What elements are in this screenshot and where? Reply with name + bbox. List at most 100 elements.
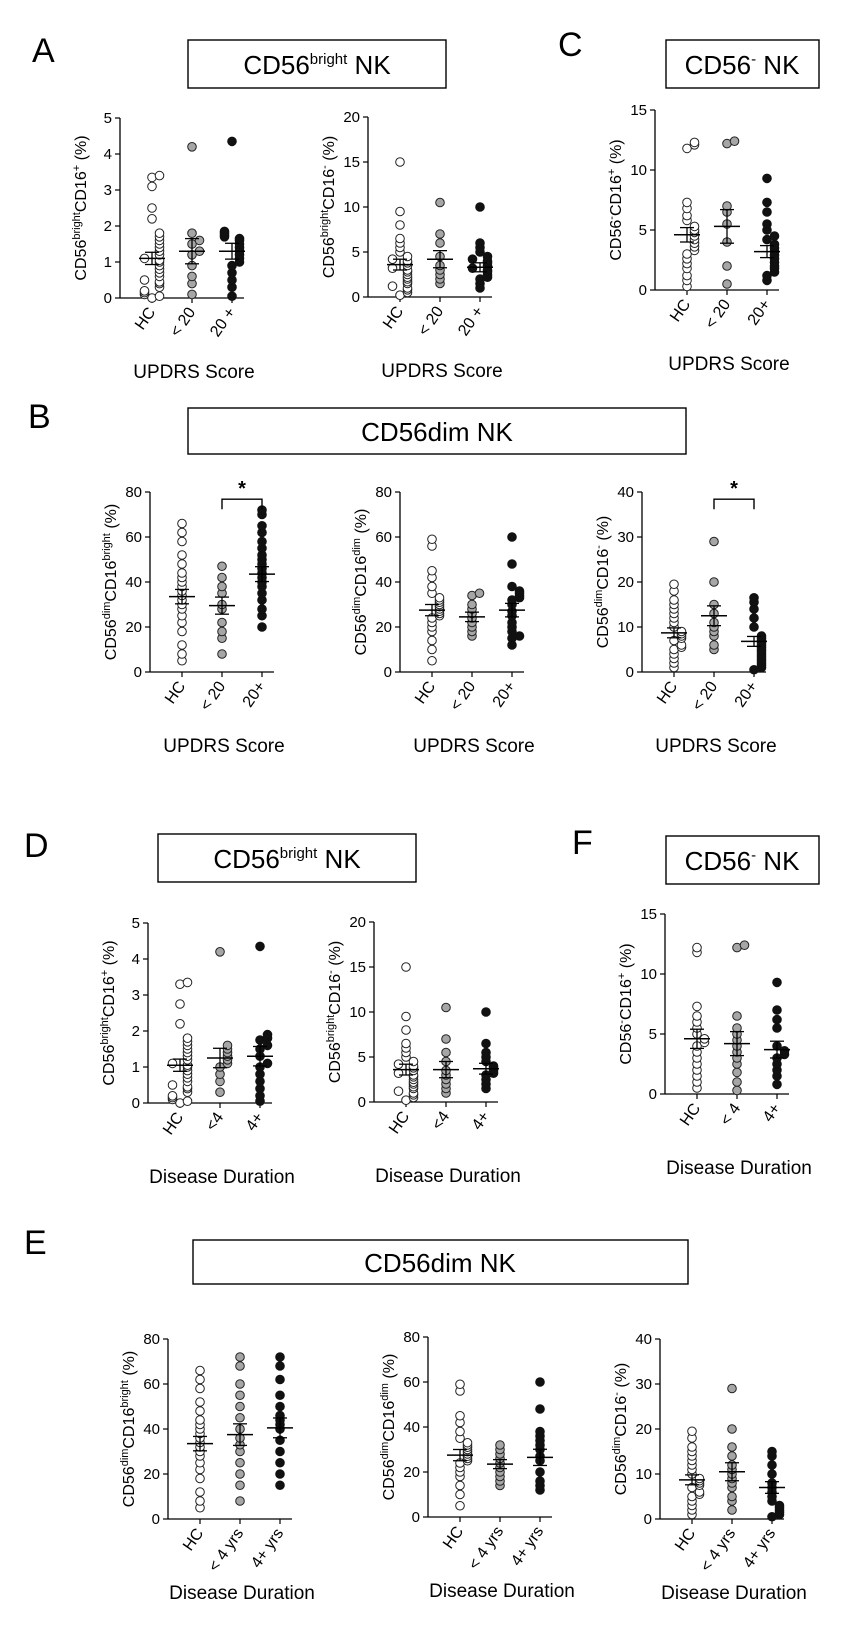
- data-point: [694, 1473, 705, 1484]
- svg-text:CD56- NK: CD56- NK: [685, 50, 800, 80]
- data-point: [195, 1487, 205, 1497]
- y-tick-label: 3: [104, 182, 112, 199]
- data-point: [167, 1080, 178, 1090]
- data-point: [275, 1361, 285, 1371]
- data-point: [195, 1365, 205, 1376]
- data-point: [401, 1011, 411, 1022]
- data-point: [441, 1034, 451, 1044]
- x-category-label: < 4 yrs: [206, 1526, 248, 1575]
- data-point: [669, 595, 679, 605]
- x-category-label: 4+ yrs: [508, 1524, 547, 1570]
- data-point: [235, 1352, 245, 1362]
- data-point: [217, 626, 227, 637]
- data-point: [235, 1401, 245, 1412]
- y-axis-title-part: CD56: [103, 619, 120, 660]
- data-point: [177, 518, 187, 529]
- y-tick-label: 80: [125, 484, 142, 501]
- title-a-sup: bright: [310, 51, 348, 68]
- data-point: [772, 1005, 782, 1015]
- data-point: [235, 1390, 245, 1401]
- data-point: [709, 536, 719, 547]
- data-point: [401, 1038, 411, 1049]
- panel-letter-d: D: [24, 827, 49, 865]
- y-axis-title-sup: +: [99, 970, 111, 976]
- y-tick-label: 0: [644, 1511, 652, 1528]
- y-axis-title-sup: bright: [119, 1380, 131, 1408]
- x-category-label: HC: [654, 679, 681, 708]
- data-point: [772, 1023, 782, 1033]
- x-category-label: 4+ yrs: [740, 1526, 779, 1572]
- data-point: [187, 289, 197, 300]
- x-category-label: 20+: [490, 679, 519, 711]
- y-tick-label: 0: [134, 664, 142, 681]
- data-point: [455, 1480, 465, 1491]
- title-c-sup: -: [751, 51, 756, 68]
- y-tick-label: 10: [343, 199, 360, 216]
- data-point: [154, 228, 165, 238]
- y-axis-title-sup: +: [606, 169, 618, 175]
- y-axis-title-sup: dim: [101, 602, 113, 620]
- y-axis-title-sup: +: [71, 165, 83, 171]
- y-tick-label: 5: [649, 1026, 657, 1043]
- chart-a1: 0 1 2 3 4 5 HC < 20 20 + UPDRS Score CD56brightCD1…: [71, 110, 255, 383]
- x-category-label: < 4 yrs: [466, 1524, 508, 1573]
- data-point: [427, 534, 437, 545]
- data-point: [749, 592, 759, 603]
- y-axis-title-part: CD16: [381, 1401, 398, 1442]
- data-point: [177, 640, 187, 650]
- y-axis-title-part: (%): [381, 1354, 398, 1383]
- y-tick-label: 2: [132, 1023, 140, 1040]
- y-tick-label: 40: [617, 484, 634, 501]
- data-point: [441, 1002, 451, 1013]
- y-axis-title-sup: dim: [379, 1442, 391, 1460]
- data-point: [401, 962, 411, 972]
- data-point: [139, 286, 150, 296]
- y-axis-title: CD56dimCD16bright (%): [119, 1351, 138, 1507]
- y-tick-label: 15: [343, 154, 360, 171]
- x-axis-title: Disease Duration: [149, 1167, 295, 1188]
- y-axis-title-part: CD56: [121, 1466, 138, 1507]
- data-point: [692, 942, 702, 953]
- y-axis-title-sup: bright: [319, 210, 331, 238]
- x-category-label: HC: [667, 297, 694, 326]
- x-category-label: HC: [132, 305, 159, 334]
- y-axis-title-sup: dim: [351, 538, 363, 556]
- data-point: [749, 613, 759, 623]
- y-tick-label: 0: [384, 664, 392, 681]
- x-category-label: HC: [386, 1109, 413, 1138]
- y-axis-title: CD56brightCD16- (%): [325, 941, 344, 1083]
- data-point: [455, 1500, 465, 1511]
- data-point: [767, 1446, 777, 1457]
- data-point: [395, 233, 405, 244]
- data-point: [772, 1014, 782, 1025]
- data-point: [467, 599, 477, 610]
- data-point: [177, 649, 187, 659]
- x-category-label: HC: [412, 679, 439, 708]
- svg-text:CD56- NK: CD56- NK: [685, 846, 800, 876]
- data-point: [514, 631, 525, 641]
- svg-text:CD56bright NK: CD56bright NK: [213, 844, 361, 874]
- data-point: [762, 270, 772, 281]
- data-point: [732, 1085, 742, 1096]
- x-category-label: 20 +: [455, 304, 487, 340]
- data-point: [219, 226, 230, 237]
- y-axis-title: CD56brightCD16+ (%): [71, 135, 90, 280]
- title-c-tail: NK: [756, 50, 800, 80]
- data-point: [427, 581, 437, 592]
- y-tick-label: 40: [375, 574, 392, 591]
- data-point: [535, 1476, 545, 1486]
- y-axis-title-sup: -: [319, 165, 331, 169]
- data-point: [187, 228, 197, 238]
- data-point: [722, 261, 732, 271]
- panel-title-box-e: CD56dim NK: [192, 1239, 689, 1285]
- data-point: [147, 203, 157, 213]
- data-point: [235, 1496, 245, 1506]
- x-category-label: < 20: [689, 678, 721, 714]
- data-point: [222, 1040, 233, 1051]
- data-point: [275, 1480, 285, 1491]
- y-axis-title-part: (%): [103, 504, 120, 533]
- y-tick-label: 40: [403, 1419, 420, 1436]
- data-point: [195, 1496, 205, 1506]
- y-axis-title-part: (%): [321, 136, 338, 165]
- y-axis-title-part: CD56: [613, 1454, 630, 1495]
